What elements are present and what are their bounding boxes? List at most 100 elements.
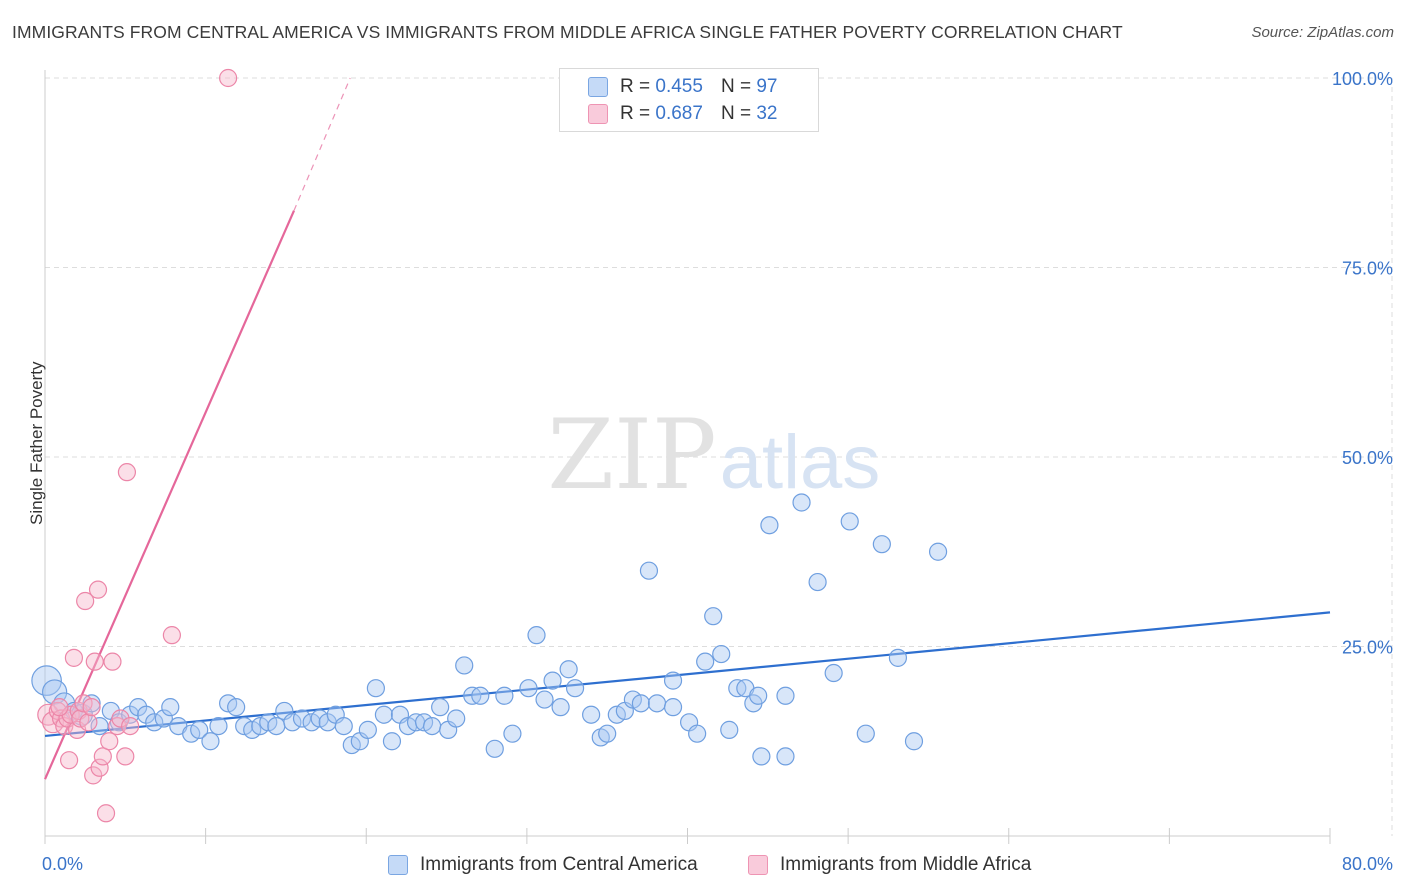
data-point bbox=[283, 713, 302, 732]
data-point bbox=[161, 698, 180, 717]
legend-r-value: 0.687 bbox=[655, 103, 703, 124]
tick-labels: 25.0% 50.0% 75.0% 100.0% 0.0% 80.0% bbox=[42, 69, 1393, 874]
data-point bbox=[59, 751, 79, 770]
data-point bbox=[712, 644, 731, 664]
data-point bbox=[100, 732, 119, 751]
data-point bbox=[267, 716, 286, 736]
data-point bbox=[663, 671, 683, 690]
data-point bbox=[103, 652, 122, 671]
data-point bbox=[704, 607, 723, 626]
data-point bbox=[358, 720, 377, 739]
data-point bbox=[42, 679, 68, 705]
data-point bbox=[503, 724, 522, 743]
data-point bbox=[227, 698, 246, 717]
legend-n-label: N = bbox=[720, 76, 752, 97]
bottom-legend-middle-africa: Immigrants from Middle Africa bbox=[748, 852, 1031, 878]
data-point bbox=[856, 724, 875, 743]
trendline-middle-africa-extension bbox=[293, 77, 351, 211]
stats-legend: R = 0.455 N = 97 R = 0.687 N = 32 bbox=[559, 68, 819, 132]
legend-swatch-pink bbox=[588, 104, 608, 124]
trendline-middle-africa bbox=[43, 210, 295, 780]
data-point bbox=[117, 463, 137, 482]
watermark-atlas: atlas bbox=[720, 420, 881, 505]
data-point bbox=[631, 694, 651, 713]
data-point bbox=[928, 542, 948, 561]
data-point bbox=[792, 493, 811, 512]
x-tick-label: 80.0% bbox=[1342, 854, 1393, 874]
data-point bbox=[79, 713, 98, 732]
data-point bbox=[639, 561, 659, 580]
data-point bbox=[219, 68, 238, 88]
data-point bbox=[485, 739, 504, 758]
data-point bbox=[209, 716, 228, 736]
data-point bbox=[824, 663, 843, 683]
data-point bbox=[565, 679, 585, 698]
x-tick-label: 0.0% bbox=[42, 854, 83, 874]
legend-row-middle-africa: R = 0.687 N = 32 bbox=[560, 101, 777, 127]
source-label: Source: ZipAtlas.com bbox=[1251, 24, 1394, 41]
y-axis-label: Single Father Poverty bbox=[27, 361, 46, 525]
data-point bbox=[663, 698, 683, 717]
data-point bbox=[527, 626, 546, 645]
data-point bbox=[64, 648, 84, 667]
data-point bbox=[423, 716, 442, 736]
data-point bbox=[471, 686, 490, 705]
data-point bbox=[162, 626, 181, 645]
data-point bbox=[382, 732, 402, 751]
data-point bbox=[190, 720, 209, 739]
data-point bbox=[888, 648, 908, 667]
data-point bbox=[145, 713, 164, 732]
data-point bbox=[535, 690, 554, 709]
data-point bbox=[90, 758, 109, 777]
bottom-legend-central-america: Immigrants from Central America bbox=[388, 852, 698, 878]
data-point bbox=[88, 580, 108, 599]
trendline-central-america bbox=[44, 611, 1331, 738]
data-point bbox=[760, 516, 779, 535]
legend-swatch-blue bbox=[588, 77, 608, 97]
bottom-legend-swatch-pink bbox=[748, 855, 768, 875]
data-point bbox=[76, 591, 95, 611]
series-central-america bbox=[31, 493, 948, 766]
data-point bbox=[431, 698, 450, 717]
data-point bbox=[154, 709, 173, 728]
data-point bbox=[121, 716, 140, 736]
data-point bbox=[904, 732, 924, 751]
watermark-zip: ZIP bbox=[547, 399, 716, 511]
data-point bbox=[292, 709, 312, 728]
legend-n-label: N = bbox=[720, 103, 752, 124]
data-point bbox=[543, 671, 562, 690]
data-point bbox=[495, 686, 514, 705]
data-point bbox=[808, 572, 827, 592]
data-point bbox=[720, 720, 739, 739]
legend-r-label: R = bbox=[620, 103, 651, 124]
y-tick-label: 100.0% bbox=[1332, 69, 1393, 89]
data-point bbox=[752, 747, 771, 766]
data-point bbox=[749, 686, 768, 705]
data-point bbox=[116, 747, 135, 766]
gridlines bbox=[45, 77, 1393, 836]
data-point bbox=[31, 665, 62, 696]
data-point bbox=[84, 766, 103, 785]
data-point bbox=[50, 698, 69, 717]
data-point bbox=[696, 652, 715, 671]
data-point bbox=[582, 705, 601, 724]
chart-title: IMMIGRANTS FROM CENTRAL AMERICA VS IMMIG… bbox=[12, 22, 1123, 42]
data-point bbox=[872, 535, 891, 554]
series-middle-africa bbox=[37, 68, 238, 823]
data-point bbox=[840, 512, 859, 531]
data-point bbox=[447, 709, 466, 728]
legend-n-value: 32 bbox=[756, 103, 778, 124]
data-point bbox=[776, 747, 795, 766]
data-point bbox=[90, 716, 109, 736]
data-point bbox=[374, 705, 394, 724]
legend-n-value: 97 bbox=[756, 76, 778, 97]
data-point bbox=[93, 747, 112, 766]
bottom-legend-swatch-blue bbox=[388, 855, 408, 875]
legend-row-central-america: R = 0.455 N = 97 bbox=[560, 74, 777, 100]
y-tick-label: 75.0% bbox=[1342, 259, 1393, 279]
data-point bbox=[598, 724, 617, 743]
bottom-legend-label: Immigrants from Middle Africa bbox=[780, 854, 1032, 875]
data-point bbox=[647, 694, 667, 713]
y-tick-label: 25.0% bbox=[1342, 638, 1393, 658]
